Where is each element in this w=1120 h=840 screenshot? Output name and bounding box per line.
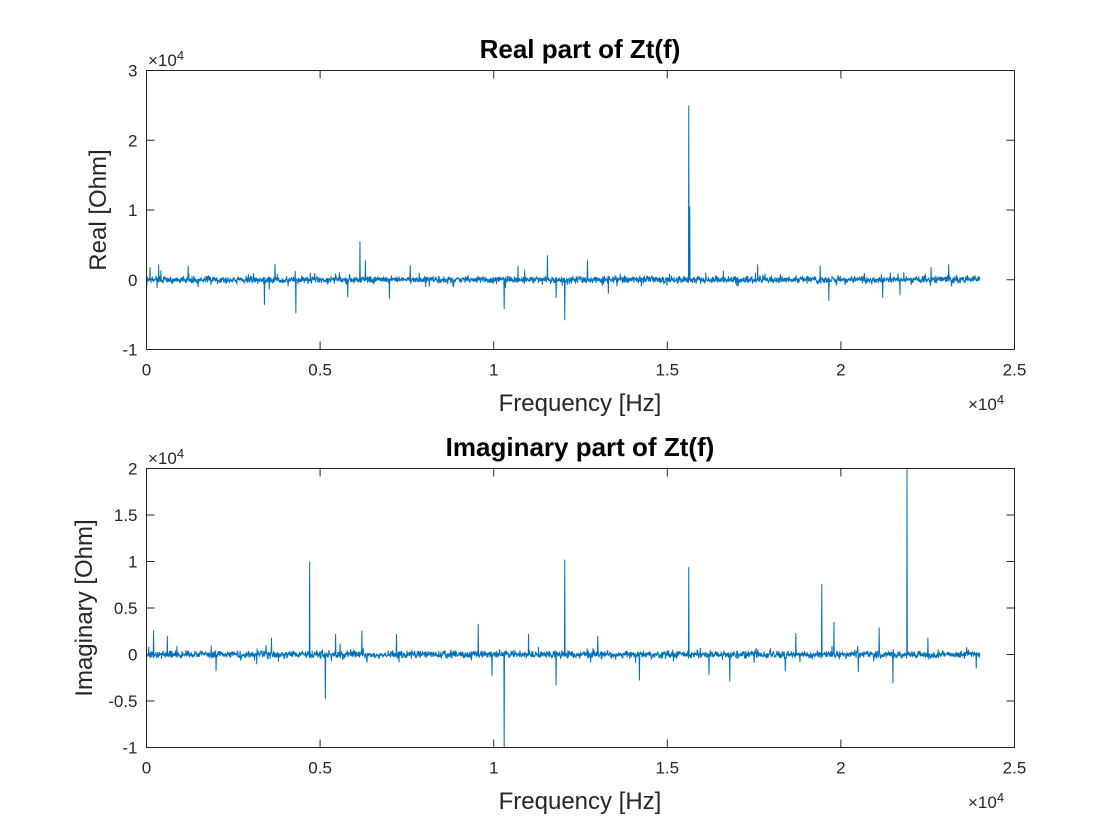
real-x-exponent-base: ×10 bbox=[968, 395, 997, 414]
real-axes-frame bbox=[146, 70, 1015, 350]
real-series-line bbox=[146, 105, 981, 321]
imaginary-x-tick-labels: 0 0.5 1 1.5 2 2.5 bbox=[142, 759, 1027, 778]
imaginary-y-tick-label: 0 bbox=[128, 646, 137, 665]
real-x-tick-label: 0 bbox=[142, 361, 151, 380]
imaginary-x-exponent-power: 4 bbox=[997, 790, 1004, 805]
imaginary-axes-frame bbox=[146, 468, 1015, 748]
real-y-tick-label: 1 bbox=[128, 201, 137, 220]
imaginary-x-axis-label: Frequency [Hz] bbox=[499, 788, 662, 815]
imaginary-y-exponent-base: ×10 bbox=[148, 449, 177, 468]
real-x-axis-label: Frequency [Hz] bbox=[499, 390, 662, 417]
real-y-tick-label: 3 bbox=[128, 62, 137, 81]
real-y-exponent-power: 4 bbox=[177, 48, 184, 63]
real-x-tick-label: 1 bbox=[489, 361, 498, 380]
imaginary-y-tick-label: -1 bbox=[122, 739, 137, 758]
real-y-exponent: ×104 bbox=[148, 48, 184, 70]
imaginary-y-tick-label: 1 bbox=[128, 553, 137, 572]
real-y-tick-labels: -1 0 1 2 3 bbox=[122, 62, 137, 360]
real-x-tick-label: 2 bbox=[836, 361, 845, 380]
imaginary-y-tick-label: 1.5 bbox=[114, 506, 138, 525]
real-x-tick-label: 0.5 bbox=[308, 361, 332, 380]
imaginary-y-exponent-power: 4 bbox=[177, 446, 184, 461]
real-x-tick-label: 2.5 bbox=[1003, 361, 1027, 380]
imaginary-y-tick-label: -0.5 bbox=[108, 692, 137, 711]
imaginary-x-exponent-base: ×10 bbox=[968, 793, 997, 812]
real-y-axis-label: Real [Ohm] bbox=[85, 149, 112, 270]
real-y-exponent-base: ×10 bbox=[148, 51, 177, 70]
imaginary-part-chart: Imaginary part of Zt(f) ×104 -1-0.500.51… bbox=[71, 432, 1026, 815]
real-x-exponent-power: 4 bbox=[997, 392, 1004, 407]
imaginary-x-tick-label: 1.5 bbox=[655, 759, 679, 778]
imaginary-x-tick-label: 1 bbox=[489, 759, 498, 778]
real-y-tick-label: 2 bbox=[128, 131, 137, 150]
imaginary-y-tick-label: 2 bbox=[128, 460, 137, 479]
imaginary-x-tick-label: 0.5 bbox=[308, 759, 332, 778]
imaginary-y-axis-label: Imaginary [Ohm] bbox=[71, 519, 98, 696]
imaginary-y-exponent: ×104 bbox=[148, 446, 184, 468]
real-x-tick-labels: 0 0.5 1 1.5 2 2.5 bbox=[142, 361, 1027, 380]
imaginary-x-tick-label: 2.5 bbox=[1003, 759, 1027, 778]
real-y-tick-label: -1 bbox=[122, 341, 137, 360]
real-y-tick-label: 0 bbox=[128, 271, 137, 290]
imaginary-series-line bbox=[146, 468, 981, 748]
real-x-tick-label: 1.5 bbox=[655, 361, 679, 380]
imaginary-tick-marks bbox=[146, 468, 1015, 748]
imaginary-chart-title: Imaginary part of Zt(f) bbox=[446, 432, 715, 462]
imaginary-x-tick-label: 2 bbox=[836, 759, 845, 778]
real-x-exponent: ×104 bbox=[968, 392, 1004, 414]
imaginary-y-tick-labels: -1 -0.5 0 0.5 1 1.5 2 bbox=[108, 460, 137, 758]
imaginary-x-exponent: ×104 bbox=[968, 790, 1004, 812]
imaginary-y-tick-label: 0.5 bbox=[114, 599, 138, 618]
imaginary-x-tick-label: 0 bbox=[142, 759, 151, 778]
real-chart-title: Real part of Zt(f) bbox=[480, 34, 681, 64]
